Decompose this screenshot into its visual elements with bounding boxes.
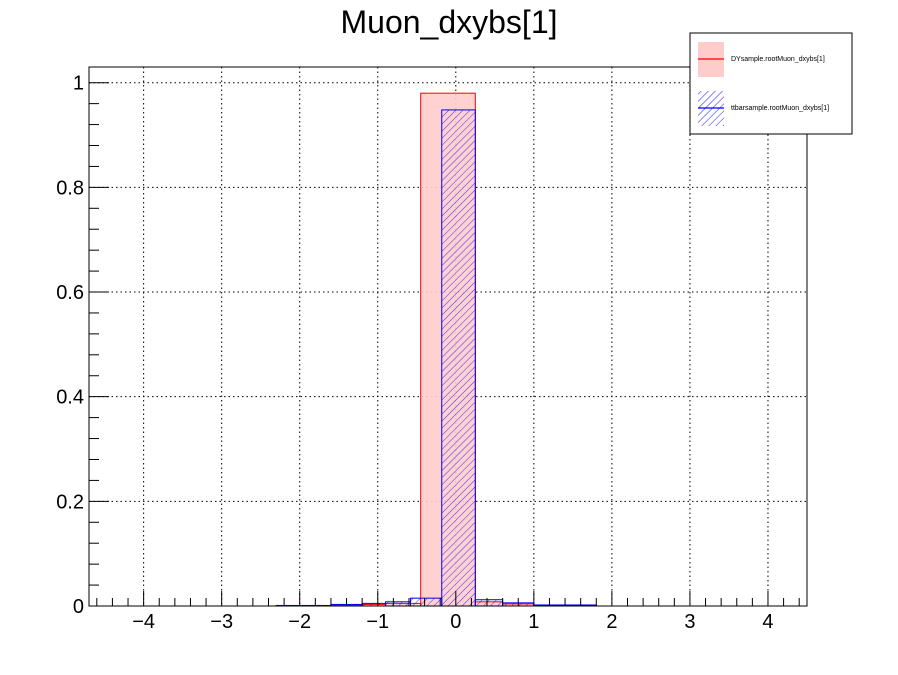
x-tick-label-8: 4: [762, 611, 773, 633]
bar-1-4: [410, 597, 443, 607]
bar-1-3: [385, 601, 412, 607]
x-tick-label-6: 2: [606, 611, 617, 633]
axes: [88, 66, 808, 607]
y-tick-label-3: 0.6: [56, 282, 84, 304]
y-tick-label-2: 0.4: [56, 387, 84, 409]
x-tick-label-4: 0: [450, 611, 461, 633]
plot-frame: [88, 66, 808, 607]
bar-1-5: [441, 109, 476, 607]
y-tick-label-1: 0.2: [56, 491, 84, 513]
x-tick-label-3: −1: [366, 611, 389, 633]
y-tick-label-5: 1: [73, 73, 84, 95]
y-tick-label-4: 0.8: [56, 177, 84, 199]
x-tick-label-1: −3: [210, 611, 233, 633]
x-tick-label-5: 1: [528, 611, 539, 633]
chart-title: Muon_dxybs[1]: [340, 4, 557, 40]
legend-entry-0: DYsample.rootMuon_dxybs[1]: [731, 56, 825, 63]
x-tick-label-7: 3: [684, 611, 695, 633]
tick-labels: −4 −3 −2 −1 0 1 2 3 4 0 0.2 0.4 0.6 0.8 1: [56, 73, 773, 633]
x-tick-label-0: −4: [132, 611, 155, 633]
legend-entry-1: ttbarsample.rootMuon_dxybs[1]: [731, 105, 829, 112]
y-tick-label-0: 0: [73, 596, 84, 618]
x-tick-label-2: −2: [288, 611, 311, 633]
legend: DYsample.rootMuon_dxybs[1] ttbarsample.ro…: [689, 32, 853, 135]
bar-1-6: [474, 599, 504, 607]
